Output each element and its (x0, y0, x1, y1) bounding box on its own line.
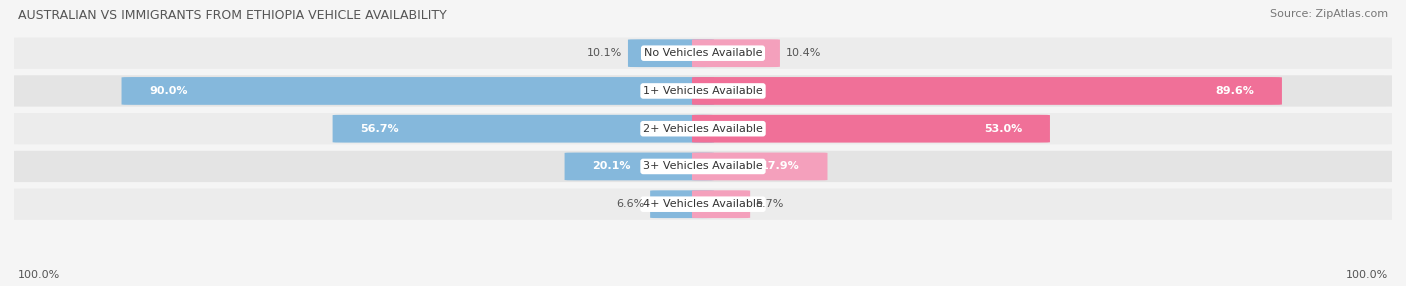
Text: No Vehicles Available: No Vehicles Available (644, 48, 762, 58)
FancyBboxPatch shape (4, 37, 1402, 69)
Text: 3+ Vehicles Available: 3+ Vehicles Available (643, 162, 763, 171)
Text: 4+ Vehicles Available: 4+ Vehicles Available (643, 199, 763, 209)
Text: AUSTRALIAN VS IMMIGRANTS FROM ETHIOPIA VEHICLE AVAILABILITY: AUSTRALIAN VS IMMIGRANTS FROM ETHIOPIA V… (18, 9, 447, 21)
FancyBboxPatch shape (692, 115, 1050, 143)
FancyBboxPatch shape (4, 188, 1402, 220)
Text: 5.7%: 5.7% (755, 199, 785, 209)
FancyBboxPatch shape (650, 190, 714, 218)
Text: 10.1%: 10.1% (588, 48, 623, 58)
Text: 17.9%: 17.9% (761, 162, 800, 171)
FancyBboxPatch shape (121, 77, 714, 105)
FancyBboxPatch shape (692, 39, 780, 67)
Text: 20.1%: 20.1% (592, 162, 631, 171)
Text: 6.6%: 6.6% (616, 199, 644, 209)
FancyBboxPatch shape (692, 77, 1282, 105)
Text: 56.7%: 56.7% (360, 124, 399, 134)
Text: 89.6%: 89.6% (1216, 86, 1254, 96)
Text: 1+ Vehicles Available: 1+ Vehicles Available (643, 86, 763, 96)
Text: 90.0%: 90.0% (149, 86, 187, 96)
Text: 10.4%: 10.4% (786, 48, 821, 58)
FancyBboxPatch shape (4, 151, 1402, 182)
FancyBboxPatch shape (333, 115, 714, 143)
Text: 100.0%: 100.0% (1346, 270, 1388, 280)
Text: 53.0%: 53.0% (984, 124, 1022, 134)
FancyBboxPatch shape (628, 39, 714, 67)
FancyBboxPatch shape (692, 152, 828, 180)
Text: 2+ Vehicles Available: 2+ Vehicles Available (643, 124, 763, 134)
FancyBboxPatch shape (692, 190, 751, 218)
FancyBboxPatch shape (4, 113, 1402, 144)
Text: 100.0%: 100.0% (18, 270, 60, 280)
Text: Source: ZipAtlas.com: Source: ZipAtlas.com (1270, 9, 1388, 19)
FancyBboxPatch shape (565, 152, 714, 180)
FancyBboxPatch shape (4, 75, 1402, 107)
